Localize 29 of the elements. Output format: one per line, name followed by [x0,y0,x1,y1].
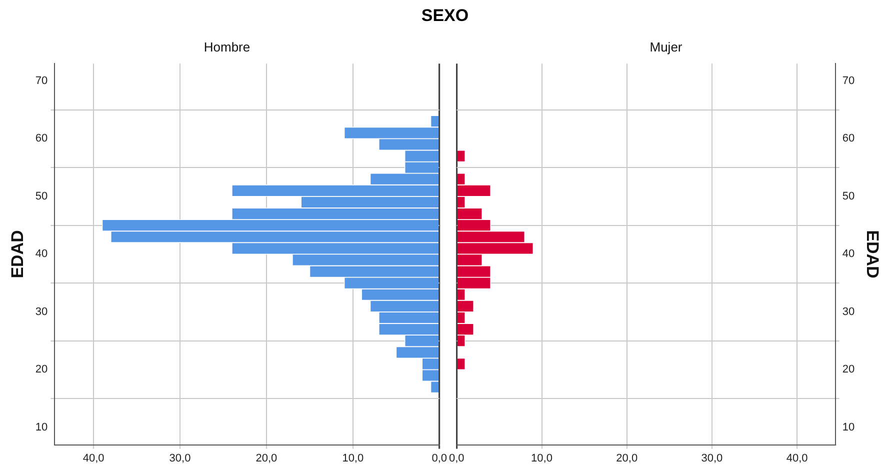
y-tick-label: 40 [35,248,48,260]
y-tick-label: 30 [35,306,48,318]
y-tick-label: 10 [842,422,855,434]
x-tick-label: 30,0 [169,452,191,464]
y-tick-label: 20 [35,364,48,376]
chart-title: Hombre [204,39,250,54]
y-tick-label: 70 [35,74,48,87]
y-axis-title: EDAD [8,230,27,278]
y-tick-label: 30 [842,306,855,318]
x-tick-label: 20,0 [256,452,278,464]
text: SEXO [420,6,470,26]
x-tick-label: 30,0 [701,452,723,464]
y-tick-label: 50 [842,190,855,202]
y-tick-label: 50 [35,190,48,202]
x-tick-label: 0,0 [432,452,448,464]
x-tick-label: 40,0 [786,452,808,464]
x-tick-label: 40,0 [82,452,104,464]
x-tick-label: 10,0 [342,452,364,464]
x-tick-label: 10,0 [531,452,552,464]
y-tick-label: 60 [842,132,855,145]
y-tick-label: 70 [842,74,855,87]
chart-title: Mujer [650,39,683,54]
y-axis-title: EDAD [863,230,882,278]
y-tick-label: 40 [842,248,855,260]
y-tick-label: 20 [842,364,855,376]
x-tick-label: 0,0 [448,452,464,464]
y-tick-label: 60 [35,132,48,145]
y-tick-label: 10 [35,422,48,434]
x-tick-label: 20,0 [616,452,638,464]
